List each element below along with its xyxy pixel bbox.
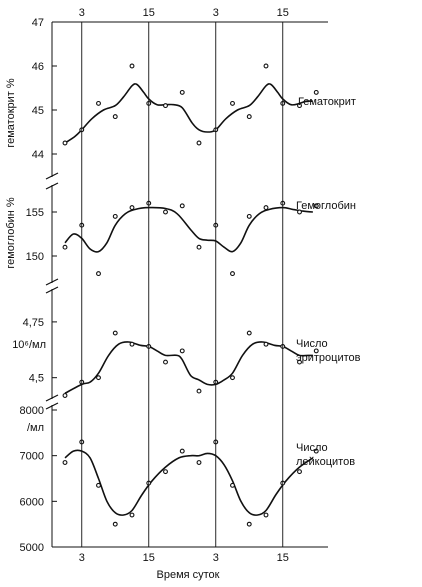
data-point <box>96 100 101 106</box>
data-point <box>246 213 252 219</box>
axis-break-gap <box>48 177 56 185</box>
data-point <box>163 103 168 109</box>
series-curve <box>64 449 314 516</box>
y-axis-title: гематокрит % <box>5 78 17 148</box>
data-point <box>263 512 269 518</box>
data-point <box>230 375 235 381</box>
data-point <box>163 469 168 475</box>
series-label: Гематокрит <box>298 96 356 108</box>
y-tick-label: 4,5 <box>29 373 44 385</box>
data-point <box>96 271 101 277</box>
data-point <box>297 359 302 365</box>
data-point <box>163 359 168 365</box>
y-tick-label: 5000 <box>20 542 44 554</box>
series-label: Гемоглобин <box>296 200 356 212</box>
y-tick-label: 44 <box>32 149 44 161</box>
data-point <box>313 348 319 354</box>
data-point <box>62 460 68 465</box>
data-point <box>196 140 202 146</box>
series-label: эритроцитов <box>296 352 361 364</box>
data-point <box>297 209 302 215</box>
x-tick-label-bottom: 15 <box>143 552 155 564</box>
y-tick-label: 150 <box>26 251 44 263</box>
y-tick-label: 4,75 <box>23 317 44 329</box>
data-point <box>112 521 118 527</box>
y-tick-label: 47 <box>32 17 44 29</box>
y-tick-label: 155 <box>26 207 44 219</box>
data-point <box>196 244 202 250</box>
x-tick-label-bottom: 15 <box>277 552 289 564</box>
data-point <box>246 330 252 336</box>
x-tick-label-top: 3 <box>213 7 219 19</box>
data-point <box>297 469 302 475</box>
data-point <box>62 393 68 398</box>
panel-1: 44 45 46 47 гематокрит % Гематокрит <box>5 17 356 161</box>
panel-3: 4,5 4,75 10⁶/мл Число эритроцитов <box>12 317 361 398</box>
data-point <box>129 205 135 211</box>
x-axis-title: Время суток <box>157 569 220 581</box>
data-point <box>263 341 269 347</box>
data-point <box>179 448 185 454</box>
data-point <box>129 512 135 518</box>
data-point <box>313 448 319 454</box>
data-point <box>313 203 319 209</box>
x-tick-label-top: 15 <box>143 7 155 19</box>
y-tick-label: 45 <box>32 105 44 117</box>
y-tick-label: 7000 <box>20 451 44 463</box>
data-point <box>163 209 168 215</box>
data-point <box>297 103 302 109</box>
panel-4: 5000 6000 7000 8000/мл Число лейкоцитов <box>20 405 356 554</box>
data-point <box>62 140 68 146</box>
data-point <box>179 203 185 209</box>
y-tick-label: 8000 <box>20 405 44 417</box>
data-point <box>196 388 202 394</box>
axis-break-mark <box>45 394 59 402</box>
axis-break-mark <box>45 278 59 286</box>
data-point <box>129 63 135 69</box>
axis-break-gap <box>48 283 56 289</box>
axis-break-mark <box>45 182 59 190</box>
axis-break-mark <box>45 402 59 410</box>
x-tick-label-top: 3 <box>79 7 85 19</box>
y-axis-title: /мл <box>27 422 44 434</box>
chart-panels: 44 45 46 47 гематокрит % Гематокрит 150 155 гемо… <box>5 17 361 554</box>
data-point <box>112 114 118 120</box>
data-point <box>196 460 202 465</box>
data-point <box>313 89 319 95</box>
series-curve <box>64 83 313 144</box>
data-point <box>263 63 269 69</box>
data-point <box>112 213 118 219</box>
data-point <box>246 114 252 120</box>
axis-break-mark <box>45 172 59 180</box>
data-point <box>263 205 269 211</box>
series-label: Число <box>296 442 328 454</box>
y-tick-label: 46 <box>32 61 44 73</box>
data-point <box>129 341 135 347</box>
series-curve <box>64 206 313 253</box>
data-point <box>62 244 68 250</box>
data-point <box>112 330 118 336</box>
data-point <box>230 271 235 277</box>
y-axis-title: гемоглобин % <box>5 197 17 269</box>
data-point <box>179 89 185 95</box>
data-point <box>179 348 185 354</box>
panel-2: 150 155 гемоглобин % Гемоглобин <box>5 197 356 277</box>
axis-break-gap <box>48 399 56 405</box>
y-tick-label: 6000 <box>20 496 44 508</box>
series-label: Число <box>296 338 328 350</box>
series-curve <box>64 341 313 395</box>
x-tick-label-bottom: 3 <box>79 552 85 564</box>
series-label: лейкоцитов <box>296 456 355 468</box>
axis-break-mark <box>45 286 59 294</box>
data-point <box>96 482 101 488</box>
data-point <box>230 482 235 488</box>
x-tick-label-top: 15 <box>277 7 289 19</box>
data-point <box>96 375 101 381</box>
x-tick-label-bottom: 3 <box>213 552 219 564</box>
data-point <box>246 521 252 527</box>
data-point <box>230 100 235 106</box>
y-axis-title: 10⁶/мл <box>12 339 46 351</box>
